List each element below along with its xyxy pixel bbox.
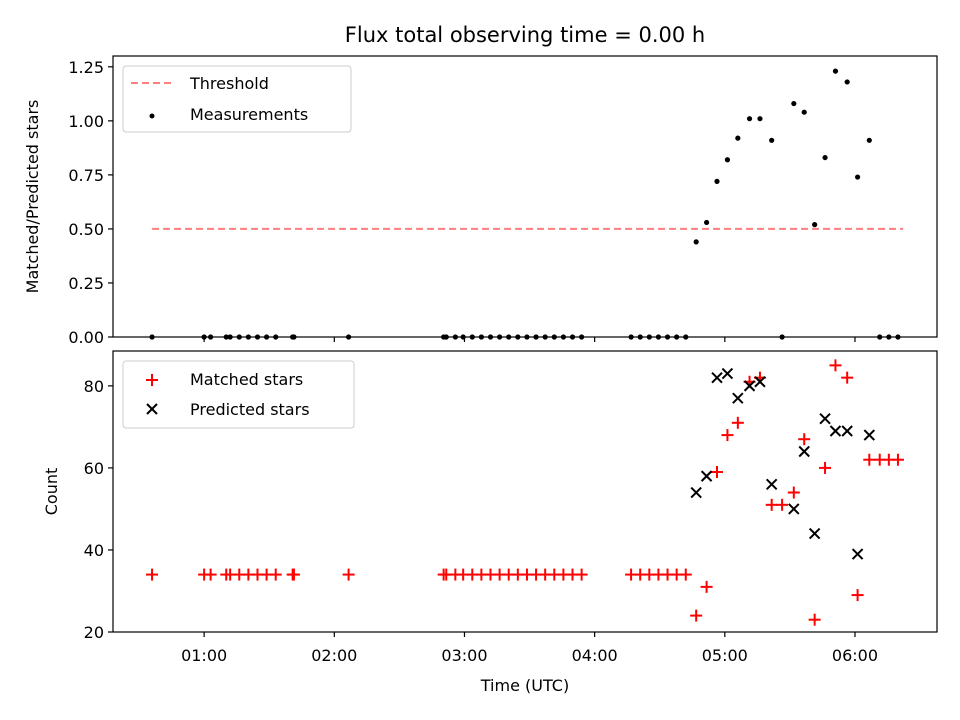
- matched-star-point: [287, 568, 300, 581]
- predicted-star-point: [700, 470, 713, 482]
- count-y-axis-label: Count: [42, 468, 61, 516]
- matched-star-point: [808, 613, 821, 626]
- y-tick-label: 1.00: [68, 112, 104, 131]
- count-panel-frame: [112, 350, 938, 633]
- measurement-point: [769, 137, 775, 143]
- matched-star-point: [776, 498, 789, 511]
- x-tick-label: 01:00: [181, 646, 227, 665]
- measurement-point: [854, 174, 861, 180]
- chart-title: Flux total observing time = 0.00 h: [345, 23, 705, 47]
- matched-star-point: [690, 609, 703, 622]
- measurement-point: [703, 219, 710, 226]
- legend-predicted-label: Predicted stars: [190, 400, 310, 419]
- y-tick-label: 0.75: [68, 166, 104, 185]
- ratio-panel-frame: [112, 55, 938, 338]
- x-tick-label: 03:00: [441, 646, 487, 665]
- x-tick-label: 05:00: [702, 646, 748, 665]
- predicted-star-point: [732, 392, 744, 404]
- y-tick-label: 60: [84, 459, 104, 478]
- matched-star-point: [863, 453, 876, 466]
- y-tick-label: 1.25: [68, 58, 104, 77]
- measurement-point: [746, 116, 753, 122]
- x-axis-label: Time (UTC): [480, 676, 569, 695]
- x-tick-label: 02:00: [311, 646, 357, 665]
- y-tick-label: 0.00: [68, 328, 104, 347]
- predicted-star-point: [819, 412, 831, 425]
- measurement-point: [791, 100, 797, 107]
- legend-measurements-label: Measurements: [190, 105, 308, 124]
- matched-star-point: [819, 461, 832, 474]
- legend-predicted-swatch: [146, 403, 158, 415]
- matched-star-point: [731, 416, 744, 429]
- measurement-point: [832, 68, 839, 74]
- x-tick-label: 04:00: [572, 646, 618, 665]
- measurement-point: [714, 178, 720, 184]
- matched-star-point: [269, 568, 282, 581]
- x-tick-label: 06:00: [832, 646, 878, 665]
- matched-star-point: [146, 568, 159, 581]
- matched-star-point: [700, 580, 713, 593]
- matched-star-point: [851, 589, 864, 602]
- matched-star-point: [204, 568, 217, 581]
- predicted-star-point: [841, 425, 853, 437]
- predicted-star-point: [798, 445, 810, 458]
- predicted-star-point: [808, 527, 821, 540]
- matched-star-point: [342, 568, 355, 581]
- ratio-legend-box: [122, 65, 352, 133]
- ratio-panel: 0.00 0.25 0.50 0.75 1.00 1.25 Matched/Predict…: [23, 55, 938, 347]
- matched-star-point: [711, 466, 724, 479]
- legend-threshold-label: Threshold: [189, 74, 269, 93]
- y-tick-label: 0.25: [68, 274, 104, 293]
- predicted-star-point: [743, 380, 756, 392]
- predicted-star-point: [721, 367, 734, 380]
- ratio-legend: Threshold Measurements: [122, 65, 352, 133]
- predicted-star-point: [829, 425, 842, 437]
- measurement-point: [757, 116, 763, 122]
- predicted-star-point: [788, 503, 800, 515]
- y-tick-label: 80: [84, 377, 104, 396]
- matched-star-point: [798, 433, 811, 446]
- predicted-star-point: [851, 548, 864, 560]
- predicted-star-point: [690, 486, 702, 499]
- measurement-point: [724, 157, 731, 163]
- predicted-star-point: [754, 376, 766, 388]
- measurement-point: [693, 239, 699, 245]
- ratio-y-axis-label: Matched/Predicted stars: [23, 100, 42, 294]
- matched-star-point: [679, 568, 692, 581]
- predicted-star-point: [863, 429, 876, 441]
- predicted-star-point: [765, 478, 778, 491]
- measurement-point: [844, 79, 850, 85]
- matched-star-point: [841, 371, 854, 384]
- matched-star-point: [829, 359, 842, 372]
- legend-matched-swatch: [146, 374, 158, 386]
- measurement-point: [822, 154, 828, 161]
- count-legend: Matched stars Predicted stars: [122, 360, 355, 429]
- y-tick-label: 20: [84, 623, 104, 642]
- legend-measurements-swatch: [149, 113, 155, 119]
- y-tick-label: 40: [84, 541, 104, 560]
- measurement-point: [801, 109, 807, 115]
- matched-star-point: [787, 486, 800, 499]
- matched-star-point: [721, 429, 734, 442]
- predicted-star-point: [711, 371, 723, 384]
- count-legend-box: [122, 360, 355, 429]
- legend-matched-label: Matched stars: [190, 370, 303, 389]
- measurement-point: [735, 135, 741, 141]
- matched-star-point: [765, 498, 778, 511]
- matched-star-point: [575, 568, 588, 581]
- measurement-point: [812, 222, 818, 228]
- y-tick-label: 0.50: [68, 220, 104, 239]
- matched-star-point: [891, 453, 904, 466]
- measurement-point: [866, 137, 872, 143]
